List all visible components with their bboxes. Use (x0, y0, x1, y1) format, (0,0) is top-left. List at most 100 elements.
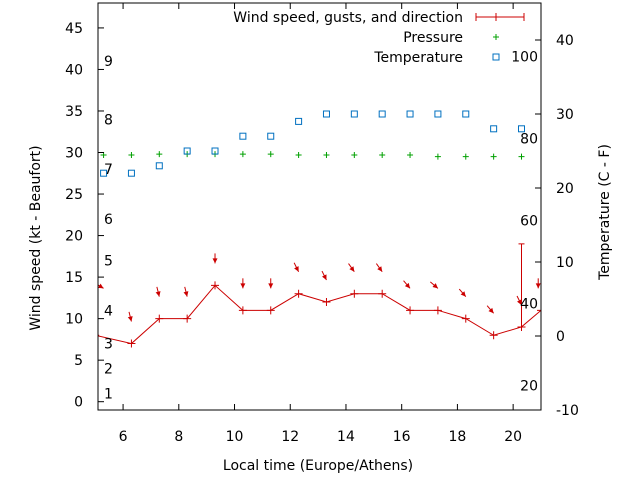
arrow-head (127, 316, 133, 322)
beaufort-label: 8 (104, 112, 113, 128)
beaufort-label: 4 (104, 303, 113, 319)
y-tick-label: 10 (65, 312, 83, 328)
wind-direction-arrow (268, 278, 274, 289)
fahrenheit-label: 20 (520, 379, 538, 395)
wind-direction-arrow (458, 288, 467, 297)
pressure-point (295, 152, 302, 159)
y-tick-label: 35 (65, 104, 83, 120)
wind-speed-point (378, 289, 387, 298)
temperature-point (100, 169, 108, 177)
wind-direction-arrow (127, 311, 133, 322)
y-tick-label: 30 (65, 146, 83, 162)
temperature-point (517, 125, 525, 133)
wind-direction-arrow (429, 281, 439, 289)
pressure-point (518, 153, 525, 160)
wind-direction-arrow (98, 283, 104, 289)
wind-direction-arrow (348, 263, 355, 273)
beaufort-label: 2 (104, 361, 113, 377)
temperature-point (490, 125, 498, 133)
wind-direction-arrow (403, 280, 411, 289)
wind-speed-point (183, 314, 192, 323)
wind-speed-point (489, 331, 498, 340)
arrow-head (212, 258, 218, 264)
temperature-point (127, 169, 135, 177)
arrow-head (377, 266, 383, 272)
fahrenheit-label: 40 (520, 296, 538, 312)
y-tick-label: 25 (65, 187, 83, 203)
arrow-head (294, 266, 299, 272)
wind-speed-point (127, 339, 136, 348)
pressure-point (490, 153, 497, 160)
y-axis-title: Wind speed (kt - Beaufort) (28, 145, 44, 330)
temperature-point (406, 110, 414, 118)
arrow-head (349, 266, 355, 272)
pressure-point (267, 151, 274, 158)
arrow-head (183, 291, 189, 297)
y-tick-label: 20 (65, 229, 83, 245)
wind-speed-line (98, 284, 541, 345)
x-tick-label: 16 (393, 429, 411, 445)
legend-label-temperature: Temperature (373, 50, 463, 66)
plot-content (98, 110, 541, 348)
beaufort-label: 9 (104, 54, 113, 70)
plot-area (98, 110, 541, 348)
wind-direction-arrow (516, 295, 522, 306)
x-axis-title: Local time (Europe/Athens) (223, 458, 413, 474)
wind-direction-arrow (212, 253, 218, 264)
y2-tick-label: 20 (556, 181, 574, 197)
y2-tick-label: 0 (556, 329, 565, 345)
temperature-point (350, 110, 358, 118)
y-tick-label: 40 (65, 62, 83, 78)
arrow-head (98, 283, 104, 289)
beaufort-label: 7 (104, 162, 113, 178)
legend-swatch-temperature (492, 53, 500, 61)
y2-tick-label: -10 (556, 403, 579, 419)
temperature-point (322, 110, 330, 118)
beaufort-label: 1 (104, 386, 113, 402)
wind-speed-point (461, 314, 470, 323)
wind-direction-arrow (321, 270, 327, 281)
y2-tick-label: 30 (556, 107, 574, 123)
y-tick-label: 0 (74, 395, 83, 411)
x-tick-label: 20 (504, 429, 522, 445)
wind-speed-point (406, 306, 415, 315)
arrow-head (155, 291, 161, 297)
arrow-head (321, 274, 327, 281)
pressure-point (462, 153, 469, 160)
pressure-point (323, 152, 330, 159)
wind-speed-point (350, 289, 359, 298)
temperature-point (239, 132, 247, 140)
wind-direction-arrow (155, 286, 161, 297)
arrow-head (535, 283, 541, 289)
legend-label-wind: Wind speed, gusts, and direction (233, 10, 463, 26)
arrow-head (268, 283, 274, 289)
temperature-point (267, 132, 275, 140)
temperature-point (295, 117, 303, 125)
pressure-point (434, 153, 441, 160)
fahrenheit-label: 100 (511, 49, 538, 65)
temperature-point (378, 110, 386, 118)
wind-direction-arrow (535, 278, 541, 289)
pressure-point (379, 152, 386, 159)
wind-direction-arrow (486, 305, 495, 314)
wind-speed-point (537, 306, 541, 315)
axes: 6 8 10 12 14 16 18 20051015202530354045-1001020… (65, 2, 579, 445)
fahrenheit-label: 60 (520, 214, 538, 230)
temperature-point (462, 110, 470, 118)
beaufort-label: 6 (104, 212, 113, 228)
temperature-point (155, 162, 163, 170)
wind-speed-point (433, 306, 442, 315)
pressure-point (407, 152, 414, 159)
x-tick-label: 8 (174, 429, 183, 445)
pressure-point (351, 152, 358, 159)
arrow-head (488, 307, 494, 314)
legend: Wind speed, gusts, and direction Pressure… (233, 10, 525, 66)
wind-direction-arrow (183, 286, 189, 297)
wind-direction-arrow (293, 262, 300, 272)
x-tick-label: 18 (449, 429, 467, 445)
arrow-head (517, 299, 522, 305)
x-tick-label: 12 (281, 429, 299, 445)
beaufort-label: 5 (104, 253, 113, 269)
temperature-point (434, 110, 442, 118)
